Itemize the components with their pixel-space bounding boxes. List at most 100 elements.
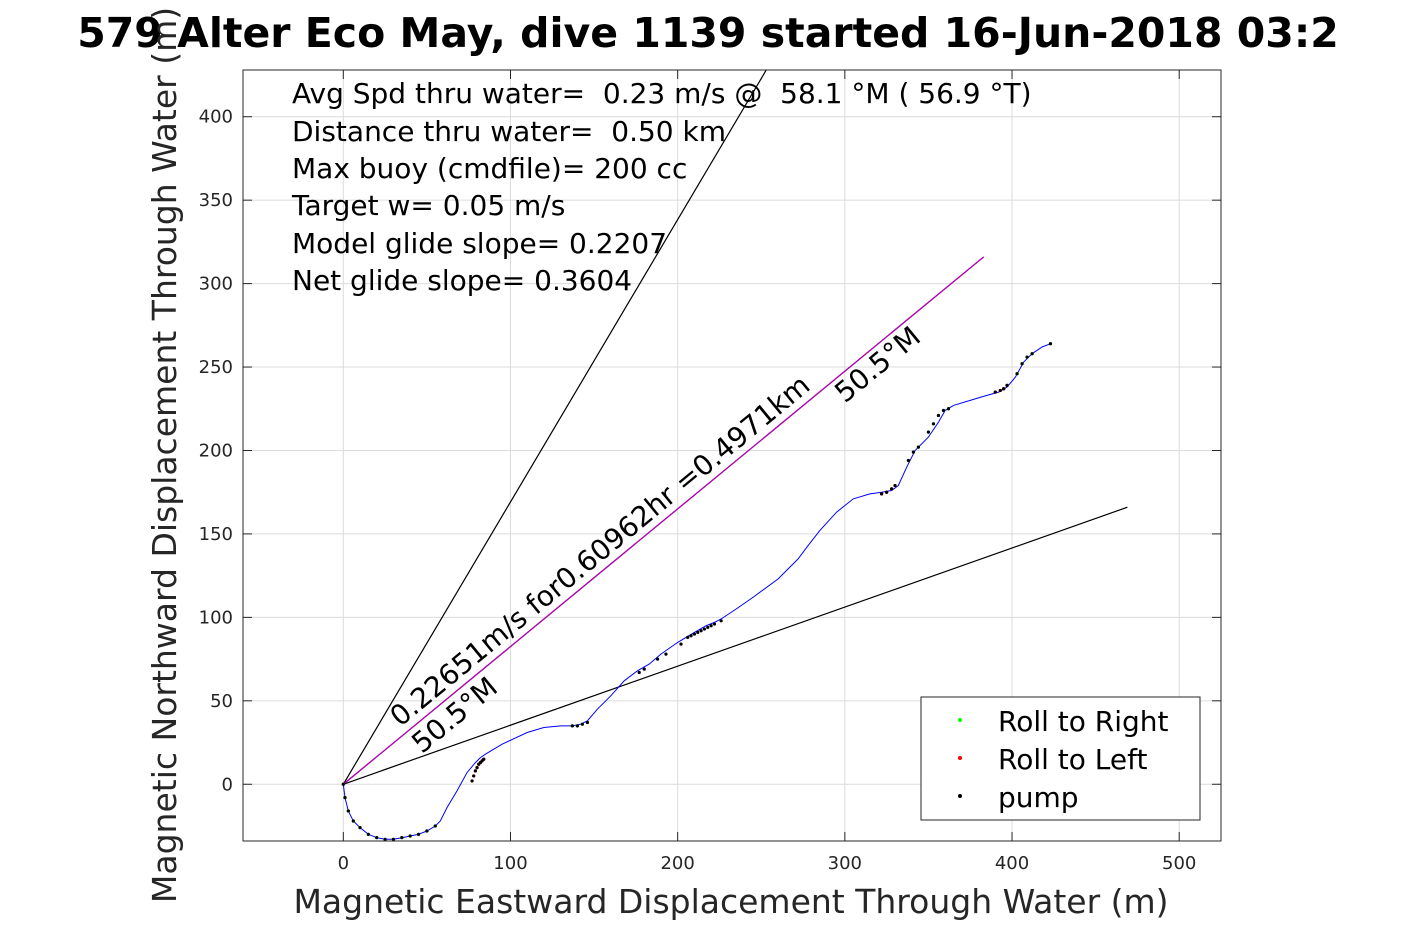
legend-item-roll-left: Roll to Left: [958, 743, 1147, 776]
point-pump: [906, 458, 910, 463]
y-axis-label: Magnetic Northward Displacement Through …: [145, 7, 184, 903]
point-pump: [400, 836, 404, 840]
point-pump: [1005, 383, 1009, 388]
point-pump: [911, 450, 915, 454]
x-tick-label: 500: [1162, 853, 1196, 874]
x-tick-label: 0: [338, 853, 349, 874]
point-pump: [656, 657, 660, 661]
point-pump: [712, 622, 717, 626]
point-pump: [1030, 352, 1034, 356]
reference-lines: [342, 70, 1128, 785]
legend-marker-roll-left: [958, 756, 962, 760]
point-pump: [890, 487, 894, 491]
point-pump: [343, 796, 347, 800]
legend-item-pump: pump: [958, 781, 1079, 814]
x-axis-ticks: 0 100 200 300 400 500: [338, 70, 1196, 874]
point-pump: [391, 837, 396, 841]
legend-marker-pump: [958, 794, 962, 798]
point-pump: [473, 769, 477, 773]
legend-label-roll-right: Roll to Right: [998, 705, 1169, 738]
point-pump: [1015, 372, 1019, 376]
point-pump: [351, 819, 355, 823]
y-tick-label: 300: [199, 274, 233, 295]
point-pump: [692, 632, 696, 636]
point-pump: [936, 413, 941, 418]
legend-item-roll-right: Roll to Right: [958, 705, 1169, 738]
point-pump: [993, 390, 997, 394]
legend: Roll to Right Roll to Left pump: [920, 696, 1201, 821]
point-pump: [383, 837, 387, 841]
point-pump: [679, 642, 683, 646]
point-pump: [346, 809, 350, 813]
point-pump: [702, 627, 707, 631]
point-pump: [706, 625, 710, 629]
plot-border: [242, 69, 1222, 842]
point-pump: [885, 490, 889, 494]
y-tick-label: 0: [222, 774, 233, 795]
point-pump: [570, 724, 574, 728]
y-tick-label: 150: [199, 524, 233, 545]
legend-label-roll-left: Roll to Left: [998, 743, 1147, 776]
point-pump: [880, 492, 884, 496]
legend-label-pump: pump: [998, 781, 1079, 814]
annotation-net-glide: Net glide slope= 0.3604: [292, 264, 632, 297]
x-axis-label: Magnetic Eastward Displacement Through W…: [293, 882, 1168, 921]
point-pump: [341, 782, 345, 786]
annotation-model-glide: Model glide slope= 0.2207: [292, 227, 667, 260]
reference-line: [342, 70, 767, 785]
point-pump: [642, 667, 646, 671]
y-tick-label: 100: [199, 607, 233, 628]
x-tick-label: 400: [995, 853, 1029, 874]
point-pump: [580, 722, 584, 726]
y-tick-label: 50: [210, 691, 233, 712]
point-pump: [575, 724, 579, 728]
point-pump: [375, 836, 379, 840]
point-pump: [475, 765, 479, 770]
point-pump: [482, 757, 486, 761]
point-pump: [998, 388, 1002, 393]
x-tick-label: 100: [493, 853, 527, 874]
annotation-avg-speed: Avg Spd thru water= 0.23 m/s @ 58.1 °M (…: [292, 77, 1032, 110]
grid: [243, 70, 1221, 841]
point-pump: [416, 832, 421, 836]
point-pump: [1020, 362, 1024, 366]
point-pump: [664, 652, 668, 656]
point-pump: [358, 826, 362, 830]
y-tick-label: 200: [199, 440, 233, 461]
point-pump: [408, 834, 412, 838]
annotation-target-w: Target w= 0.05 m/s: [291, 189, 565, 222]
point-pump: [696, 630, 700, 634]
point-pump: [366, 832, 370, 836]
point-pump: [1002, 387, 1006, 391]
y-axis-ticks: 0 50 100 150 200 250 300 350 400: [199, 107, 1221, 795]
point-pump: [946, 407, 951, 411]
point-pump: [1048, 342, 1053, 346]
x-tick-label: 200: [660, 853, 694, 874]
annotation-max-buoy: Max buoy (cmdfile)= 200 cc: [292, 152, 687, 185]
point-pump: [941, 408, 946, 413]
point-pump: [926, 430, 931, 434]
y-tick-label: 350: [199, 190, 233, 211]
point-pump: [470, 779, 474, 783]
y-tick-label: 400: [199, 107, 233, 128]
point-pump: [472, 774, 476, 778]
reference-line: [342, 256, 984, 785]
annotation-distance: Distance thru water= 0.50 km: [292, 115, 726, 148]
legend-marker-roll-right: [958, 718, 962, 722]
legend-box: [920, 696, 1201, 821]
point-pump: [689, 634, 693, 638]
point-pump: [916, 445, 921, 449]
x-tick-label: 300: [828, 853, 862, 874]
point-pump: [1025, 355, 1029, 359]
point-pump: [686, 635, 690, 640]
data-points: [341, 342, 1053, 841]
point-pump: [709, 624, 713, 628]
point-pump: [637, 670, 641, 675]
point-pump: [433, 824, 437, 828]
point-pump: [699, 629, 703, 633]
y-tick-label: 250: [199, 357, 233, 378]
chart-title: 579 Alter Eco May, dive 1139 started 16-…: [77, 9, 1339, 57]
point-pump: [585, 720, 589, 725]
point-pump: [425, 829, 429, 833]
